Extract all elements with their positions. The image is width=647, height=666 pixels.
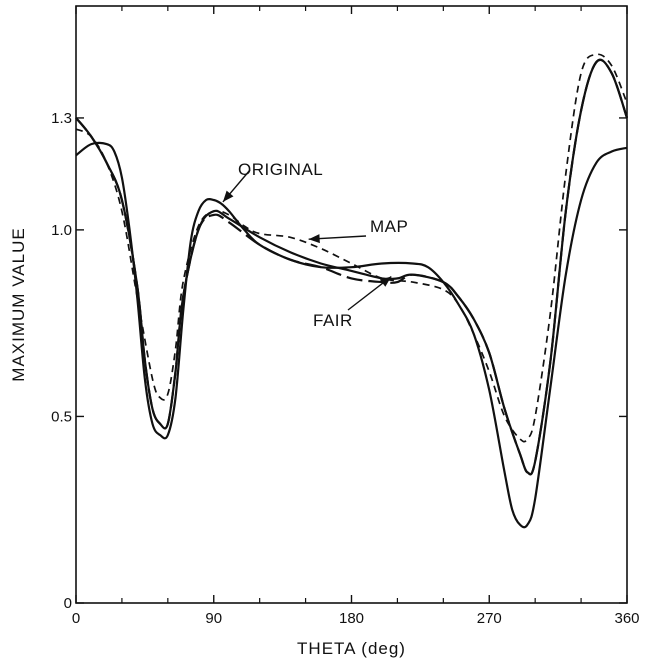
series-line-original <box>75 141 628 529</box>
annotations: ORIGINAL MAP FAIR <box>222 160 408 330</box>
y-tick-label: 0.5 <box>51 408 72 425</box>
annotation-map: MAP <box>370 217 408 236</box>
series-lines <box>75 53 629 529</box>
y-tick-label: 0 <box>64 595 72 612</box>
plot-frame <box>75 5 628 604</box>
annotation-original: ORIGINAL <box>238 160 323 179</box>
annotation-fair: FAIR <box>313 311 353 330</box>
annotation-arrowhead <box>308 234 320 244</box>
x-tick-label: 0 <box>72 610 80 627</box>
x-tick-label: 180 <box>339 610 364 627</box>
axes <box>75 5 628 604</box>
series-line-fair <box>75 58 629 476</box>
annotation-arrowhead <box>222 190 234 202</box>
y-axis-label: MAXIMUM VALUE <box>9 227 28 381</box>
x-tick-label: 90 <box>205 610 222 627</box>
annotation-arrowhead <box>379 276 392 287</box>
series-line-map <box>75 53 628 443</box>
x-axis-label: THETA (deg) <box>297 639 406 658</box>
y-tick-label: 1.0 <box>51 222 72 239</box>
y-tick-label: 1.3 <box>51 110 72 127</box>
ticks: 0 90 180 270 360 0 0.5 1.0 1.3 <box>51 6 640 627</box>
x-tick-label: 270 <box>477 610 502 627</box>
x-tick-label: 360 <box>614 610 639 627</box>
